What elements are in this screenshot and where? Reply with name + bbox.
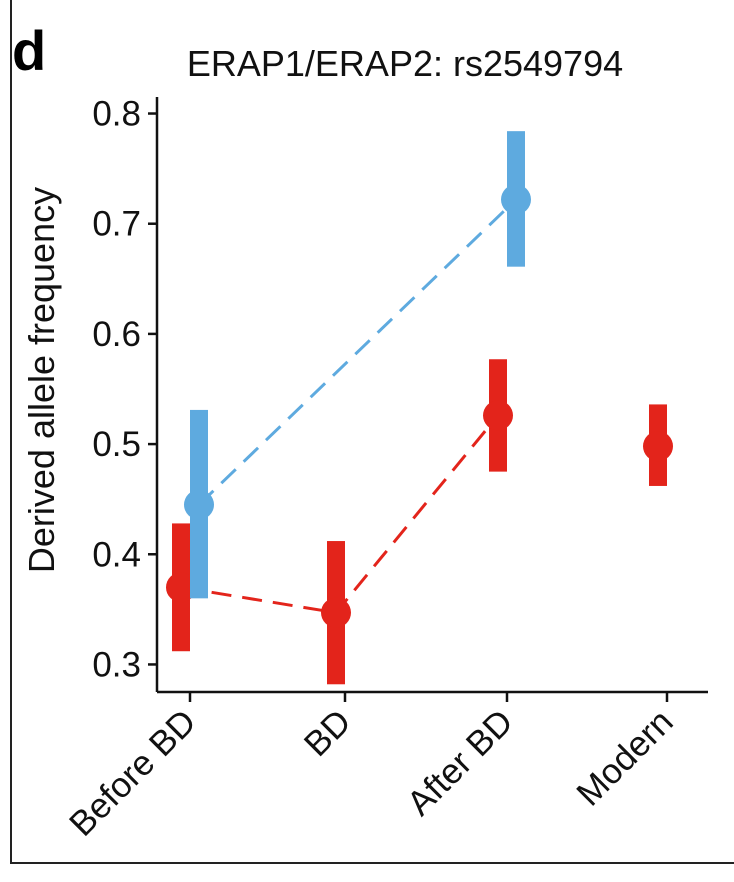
x-tick-label: BD	[297, 702, 359, 764]
y-tick-label: 0.6	[92, 315, 141, 354]
x-tick-label: After BD	[400, 702, 521, 823]
axes: 0.3 0.4 0.5 0.6 0.7 0.8 Before BD BD After BD Mod…	[62, 95, 708, 844]
x-tick-label: Modern	[569, 702, 680, 813]
y-tick-label: 0.5	[92, 425, 141, 464]
y-tick-label: 0.7	[92, 205, 141, 244]
data-point	[166, 572, 196, 603]
y-tick-label: 0.3	[92, 645, 141, 684]
series-connector	[197, 198, 518, 506]
y-tick-label: 0.8	[92, 95, 141, 134]
chart-title: ERAP1/ERAP2: rs2549794	[187, 43, 623, 84]
data-point	[184, 489, 214, 520]
panel-letter: d	[12, 19, 46, 82]
series-connectors	[180, 198, 518, 615]
y-tick-label: 0.4	[92, 535, 141, 574]
data-point	[501, 184, 531, 215]
x-tick-label: Before BD	[62, 702, 204, 844]
data-marks	[166, 131, 673, 685]
data-point	[483, 400, 513, 431]
y-axis-label: Derived allele frequency	[21, 187, 62, 573]
data-point	[643, 431, 673, 462]
data-point	[321, 597, 351, 628]
panel-frame	[10, 0, 734, 864]
